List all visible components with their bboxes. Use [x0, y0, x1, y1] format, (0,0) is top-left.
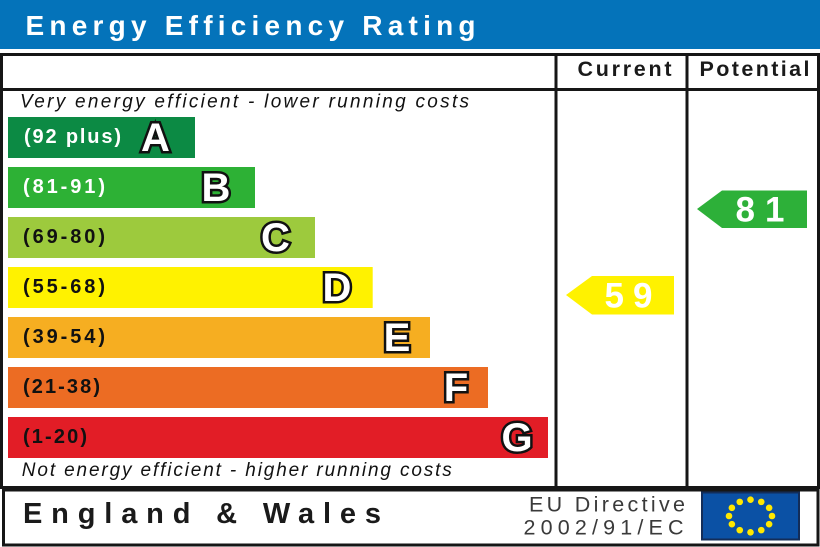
- svg-text:2002/91/EC: 2002/91/EC: [524, 516, 684, 540]
- svg-text:G: G: [501, 416, 532, 460]
- svg-text:E: E: [384, 316, 411, 360]
- svg-text:(39-54): (39-54): [23, 326, 105, 348]
- svg-text:F: F: [444, 366, 468, 410]
- svg-text:C: C: [261, 216, 290, 260]
- svg-text:D: D: [323, 266, 352, 310]
- svg-text:(1-20): (1-20): [23, 426, 87, 448]
- svg-text:Very energy efficient - lower: Very energy efficient - lower running co…: [20, 92, 469, 113]
- svg-text:A: A: [141, 116, 170, 160]
- svg-text:(92 plus): (92 plus): [24, 126, 121, 148]
- svg-text:Not energy efficient - higher: Not energy efficient - higher running co…: [22, 460, 452, 481]
- svg-text:Current: Current: [578, 57, 672, 81]
- svg-text:Potential: Potential: [700, 57, 810, 81]
- svg-text:EU Directive: EU Directive: [529, 493, 685, 517]
- svg-text:(81-91): (81-91): [23, 176, 105, 198]
- svg-text:(69-80): (69-80): [23, 226, 105, 248]
- svg-text:(21-38): (21-38): [23, 376, 100, 398]
- svg-text:B: B: [202, 166, 231, 210]
- svg-text:(55-68): (55-68): [23, 276, 105, 298]
